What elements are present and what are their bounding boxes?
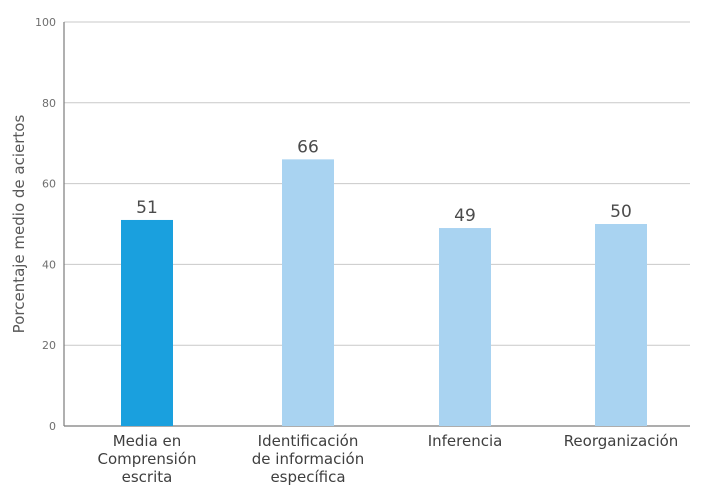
bar-1 — [282, 159, 334, 427]
category-label-3-line-0: Reorganización — [564, 432, 679, 450]
bar-value-label-2: 49 — [454, 206, 476, 226]
y-tick-label-60: 60 — [42, 178, 56, 191]
y-tick-label-40: 40 — [42, 258, 56, 271]
y-tick-label-20: 20 — [42, 339, 56, 352]
category-label-1-line-0: Identificación — [258, 432, 359, 450]
y-tick-label-80: 80 — [42, 97, 56, 110]
y-tick-label-100: 100 — [35, 16, 56, 29]
category-label-1-line-1: de información — [252, 450, 364, 468]
bar-3 — [595, 224, 647, 426]
bar-0 — [121, 219, 173, 426]
bar-value-label-3: 50 — [610, 202, 632, 222]
bar-2 — [439, 228, 491, 426]
category-label-0-line-1: Comprensión — [97, 450, 196, 468]
category-label-2-line-0: Inferencia — [428, 432, 503, 450]
category-label-1-line-2: específica — [270, 468, 345, 486]
bar-value-label-1: 66 — [297, 137, 319, 157]
category-label-0-line-2: escrita — [122, 468, 173, 486]
category-label-0-line-0: Media en — [113, 432, 182, 450]
labels-layer: 0 20 40 60 80 100 51 Media enComprensiónescrita… — [35, 16, 678, 486]
bars-layer — [121, 159, 647, 427]
y-tick-label-0: 0 — [49, 420, 56, 433]
y-axis-label: Porcentaje medio de aciertos — [10, 115, 28, 334]
bar-value-label-0: 51 — [136, 198, 158, 218]
